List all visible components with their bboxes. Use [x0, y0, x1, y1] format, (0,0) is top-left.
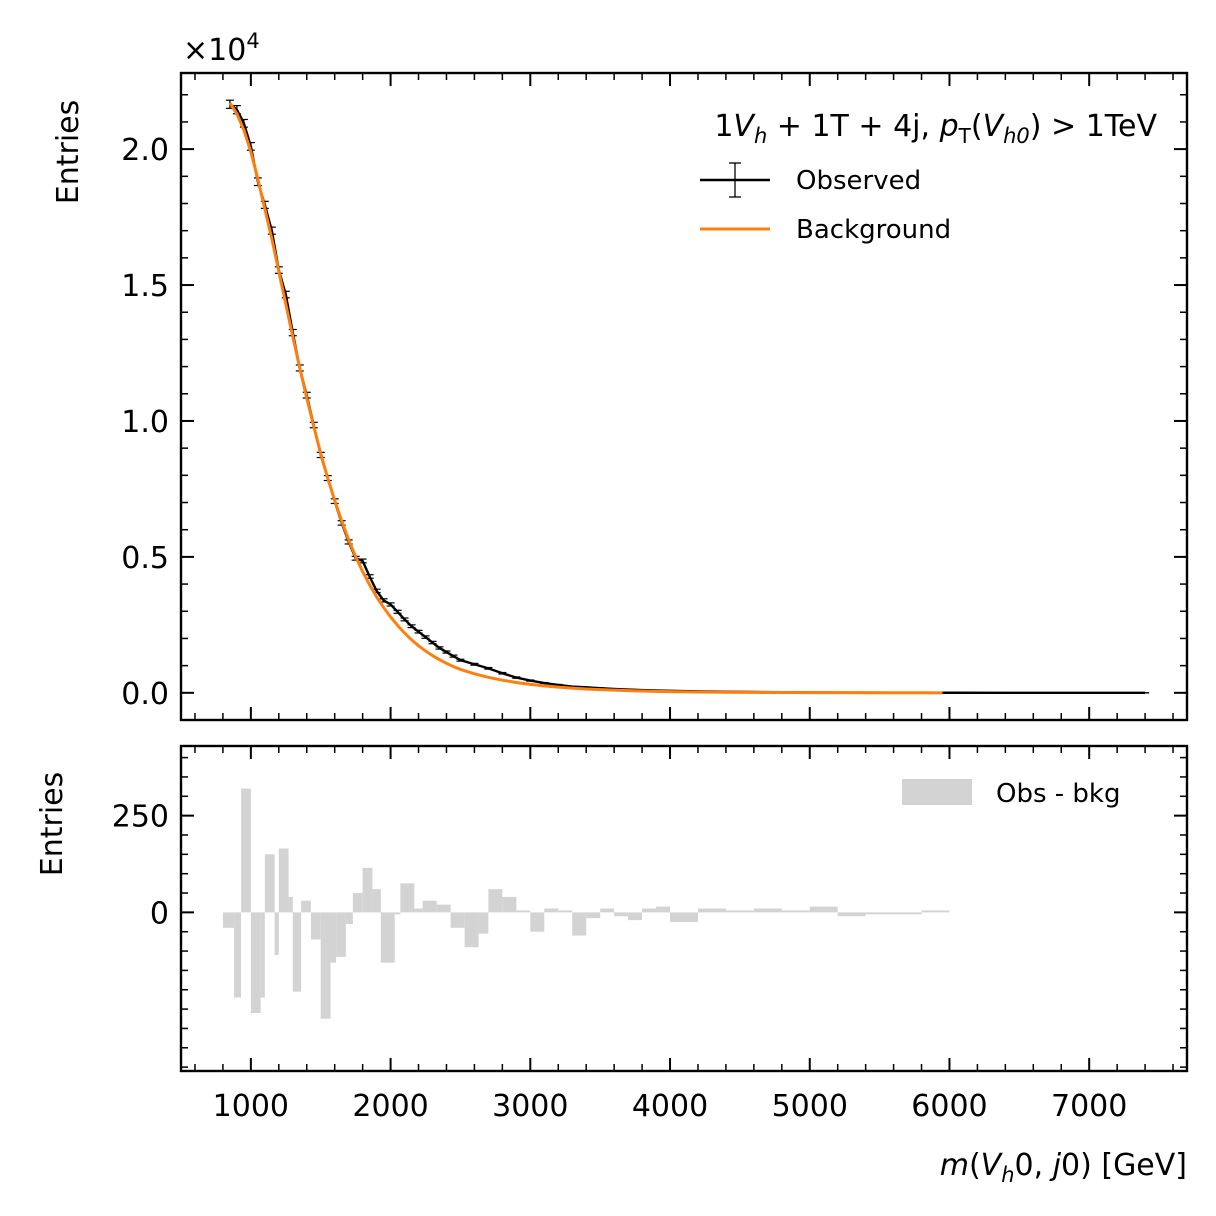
residual-y-axis-label: Entries: [35, 772, 70, 877]
legend-obs-bkg-label: Obs - bkg: [996, 779, 1121, 809]
residual-bar: [362, 867, 373, 913]
residual-bar: [837, 912, 866, 917]
residual-bar: [288, 896, 293, 913]
residual-bar: [394, 912, 401, 915]
legend-obs-bkg-swatch: [902, 779, 972, 805]
residual-bar: [753, 908, 782, 913]
y-tick-label: 1.5: [121, 269, 169, 304]
residual-bar: [352, 893, 363, 913]
residual-bar: [478, 912, 489, 934]
y-tick-label: 0.5: [121, 541, 169, 576]
main-plot-marks: [225, 99, 1150, 695]
residual-legend: Obs - bkg: [902, 779, 1121, 809]
residual-bar: [656, 906, 671, 913]
legend-observed-marker: [700, 162, 770, 198]
residual-bar: [725, 910, 754, 913]
main-legend: Observed Background: [700, 162, 951, 245]
residual-bar: [865, 912, 894, 915]
residual-bar: [450, 912, 465, 928]
residual-bar: [241, 788, 251, 913]
main-panel: 0.0 0.5 1.0 1.5 2.0 Entries ×104 1Vh + 1T + …: [51, 29, 1189, 722]
main-y-axis-label: Entries: [51, 100, 86, 205]
main-axis-ticks: 0.0 0.5 1.0 1.5 2.0: [121, 73, 1187, 721]
y-tick-label: 1.0: [121, 405, 169, 440]
residual-bar: [278, 848, 289, 913]
residual-bar: [292, 912, 302, 992]
residual-bar: [488, 889, 503, 913]
residual-bar: [921, 910, 950, 913]
residual-bar: [414, 908, 423, 913]
residual-bar: [264, 854, 275, 913]
residual-bar: [400, 883, 415, 913]
y-multiplier: ×104: [183, 29, 260, 68]
residual-bar: [274, 912, 279, 955]
residual-bar: [301, 900, 311, 913]
selection-annotation: 1Vh + 1T + 4j, pT(Vh0) > 1TeV: [714, 109, 1157, 148]
residual-bar: [250, 912, 261, 1013]
x-tick-label: 2000: [352, 1089, 428, 1124]
x-tick-label: 7000: [1051, 1089, 1127, 1124]
residual-bar: [628, 912, 643, 921]
residual-bar: [530, 912, 545, 932]
observed-line: [229, 103, 1146, 695]
residual-bar: [544, 908, 559, 913]
residual-bar: [893, 912, 922, 915]
residual-bar: [310, 912, 321, 940]
residual-bar: [436, 904, 451, 913]
residual-bar: [234, 912, 242, 998]
y-tick-label: 250: [112, 800, 169, 835]
x-tick-label: 3000: [492, 1089, 568, 1124]
x-tick-label: 6000: [911, 1089, 987, 1124]
legend-background-label: Background: [796, 215, 951, 245]
residual-bar: [336, 912, 346, 957]
residual-bar: [260, 912, 265, 998]
residual-bar: [781, 910, 810, 913]
residual-bar: [614, 912, 629, 917]
residual-panel: 1000 2000 3000 4000 5000 6000 7000 0 250 Entries…: [35, 744, 1189, 1187]
x-tick-label: 1000: [213, 1089, 289, 1124]
residual-bar: [330, 912, 337, 963]
residual-bar: [372, 889, 381, 913]
residual-bar: [422, 900, 437, 913]
residual-bar: [670, 912, 698, 923]
y-tick-label: 0: [150, 896, 169, 931]
residual-bar: [586, 912, 601, 919]
residual-bar: [600, 908, 615, 913]
residual-bar: [558, 910, 573, 913]
residual-bar: [320, 912, 331, 1019]
legend-observed-label: Observed: [796, 166, 921, 196]
y-tick-label: 2.0: [121, 133, 169, 168]
background-line: [228, 102, 943, 695]
residual-bar: [572, 912, 587, 936]
residual-axes-frame: [179, 744, 1189, 1073]
residual-bar: [642, 908, 657, 913]
residual-bar: [697, 908, 726, 913]
residual-bar: [464, 912, 479, 948]
x-tick-label: 4000: [632, 1089, 708, 1124]
residual-plot-marks: [222, 788, 950, 1019]
residual-bar: [809, 906, 838, 913]
residual-bar: [502, 896, 517, 913]
residual-bar: [345, 912, 353, 924]
main-axes-frame: [179, 71, 1189, 722]
y-tick-label: 0.0: [121, 677, 169, 712]
residual-bar: [222, 912, 235, 928]
x-tick-label: 5000: [772, 1089, 848, 1124]
residual-bar: [516, 910, 531, 913]
residual-bar: [380, 912, 395, 963]
x-axis-label: m(Vh0, j0) [GeV]: [940, 1148, 1187, 1187]
residual-axis-ticks: 1000 2000 3000 4000 5000 6000 7000 0 250: [112, 746, 1187, 1124]
